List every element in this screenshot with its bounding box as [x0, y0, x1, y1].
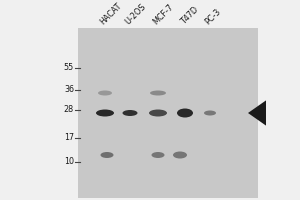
Polygon shape [248, 100, 266, 126]
Ellipse shape [204, 110, 216, 116]
Ellipse shape [177, 108, 193, 117]
Ellipse shape [96, 110, 114, 116]
Ellipse shape [100, 152, 113, 158]
Ellipse shape [150, 90, 166, 96]
Ellipse shape [122, 110, 137, 116]
Text: 10: 10 [64, 158, 74, 166]
Text: U-2OS: U-2OS [124, 2, 148, 26]
Text: PC-3: PC-3 [204, 7, 223, 26]
Text: 28: 28 [64, 106, 74, 114]
Ellipse shape [149, 110, 167, 116]
Text: 55: 55 [64, 64, 74, 72]
Text: 17: 17 [64, 134, 74, 142]
Text: T47D: T47D [178, 5, 200, 26]
Ellipse shape [173, 152, 187, 158]
Text: HACAT: HACAT [99, 1, 124, 26]
Ellipse shape [152, 152, 164, 158]
Ellipse shape [98, 90, 112, 96]
Bar [78, 28, 258, 198]
Text: MCF-7: MCF-7 [152, 2, 176, 26]
Text: 36: 36 [64, 86, 74, 95]
